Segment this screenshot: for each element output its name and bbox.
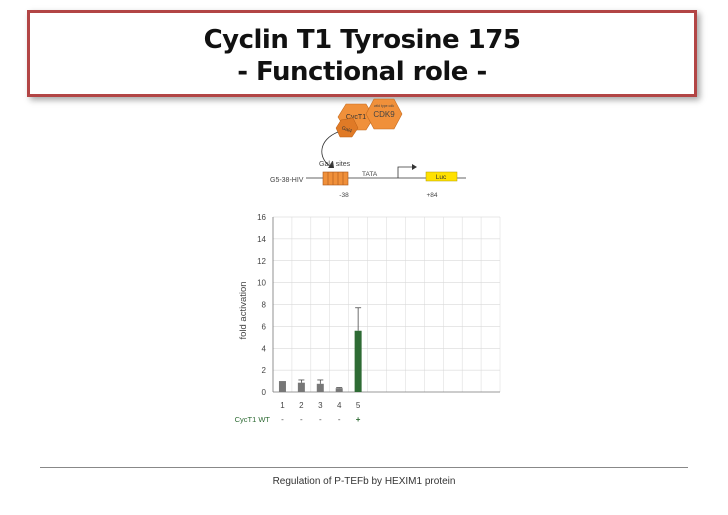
binding-arrow-head — [328, 161, 334, 168]
x-tick-label: 2 — [299, 401, 304, 410]
x-tick-label: 4 — [337, 401, 342, 410]
tss-arrow — [397, 166, 412, 178]
y-axis-label: fold activation — [238, 281, 249, 339]
bar-4 — [335, 388, 343, 392]
error-bars — [298, 307, 362, 389]
protein-complex: CycT1 wild type cdk CDK9 Gal4 — [321, 98, 403, 168]
cdk9-label: CDK9 — [373, 110, 395, 119]
condition-row: - - - - + — [281, 415, 361, 424]
y-tick-label: 0 — [262, 388, 267, 397]
slide-title: Cyclin T1 Tyrosine 175 — [203, 25, 521, 55]
gal4-sites-label: Gal4 sites — [319, 161, 351, 168]
condition-row-label: CycT1 WT — [235, 415, 271, 424]
bar-1 — [278, 381, 286, 392]
y-tick-label: 2 — [262, 366, 267, 375]
condition-value: - — [300, 415, 303, 424]
x-tick-label: 3 — [318, 401, 323, 410]
bars — [278, 330, 362, 392]
binding-arrow — [321, 131, 339, 167]
condition-value: - — [338, 415, 341, 424]
slide-subtitle: - Functional role - — [237, 57, 487, 87]
cdk9-hexagon — [365, 98, 403, 130]
bar-3 — [316, 383, 324, 392]
promoter-construct: Gal4 sites G5-38-HIV TATA Luc -38 +84 — [270, 161, 466, 199]
y-tick-label: 10 — [257, 279, 266, 288]
x-tick-label: 5 — [356, 401, 361, 410]
tata-label: TATA — [362, 171, 378, 178]
position-left-label: -38 — [339, 192, 349, 199]
y-tick-label: 4 — [262, 344, 267, 353]
cdk9-sublabel: wild type cdk — [374, 104, 394, 108]
condition-value: + — [356, 415, 361, 424]
bar-2 — [297, 382, 305, 392]
gal4-db-label: Gal4 — [341, 125, 353, 134]
x-tick-label: 1 — [280, 401, 285, 410]
gal4-db-hexagon — [335, 117, 359, 138]
y-tick-label: 16 — [257, 213, 266, 222]
luc-box — [425, 171, 458, 182]
position-right-label: +84 — [426, 192, 437, 199]
y-tick-label: 8 — [262, 301, 267, 310]
condition-value: - — [281, 415, 284, 424]
cyct1-label: CycT1 — [346, 114, 366, 121]
y-tick-label: 14 — [257, 235, 266, 244]
footer-divider — [40, 467, 688, 468]
gal4-sites-box — [322, 171, 349, 186]
y-tick-label: 12 — [257, 257, 266, 266]
y-tick-labels: 0 2 4 6 8 10 12 14 16 — [257, 213, 266, 397]
x-tick-labels: 1 2 3 4 5 — [280, 401, 361, 410]
y-tick-label: 6 — [262, 322, 267, 331]
title-box: Cyclin T1 Tyrosine 175 - Functional role… — [27, 10, 697, 97]
bar-5 — [354, 330, 362, 392]
footer-text: Regulation of P-TEFb by HEXIM1 protein — [272, 476, 456, 487]
construct-label: G5-38-HIV — [270, 177, 304, 184]
tss-arrow-head — [412, 164, 417, 170]
luc-label: Luc — [436, 174, 447, 181]
condition-value: - — [319, 415, 322, 424]
chart-grid — [273, 216, 501, 392]
